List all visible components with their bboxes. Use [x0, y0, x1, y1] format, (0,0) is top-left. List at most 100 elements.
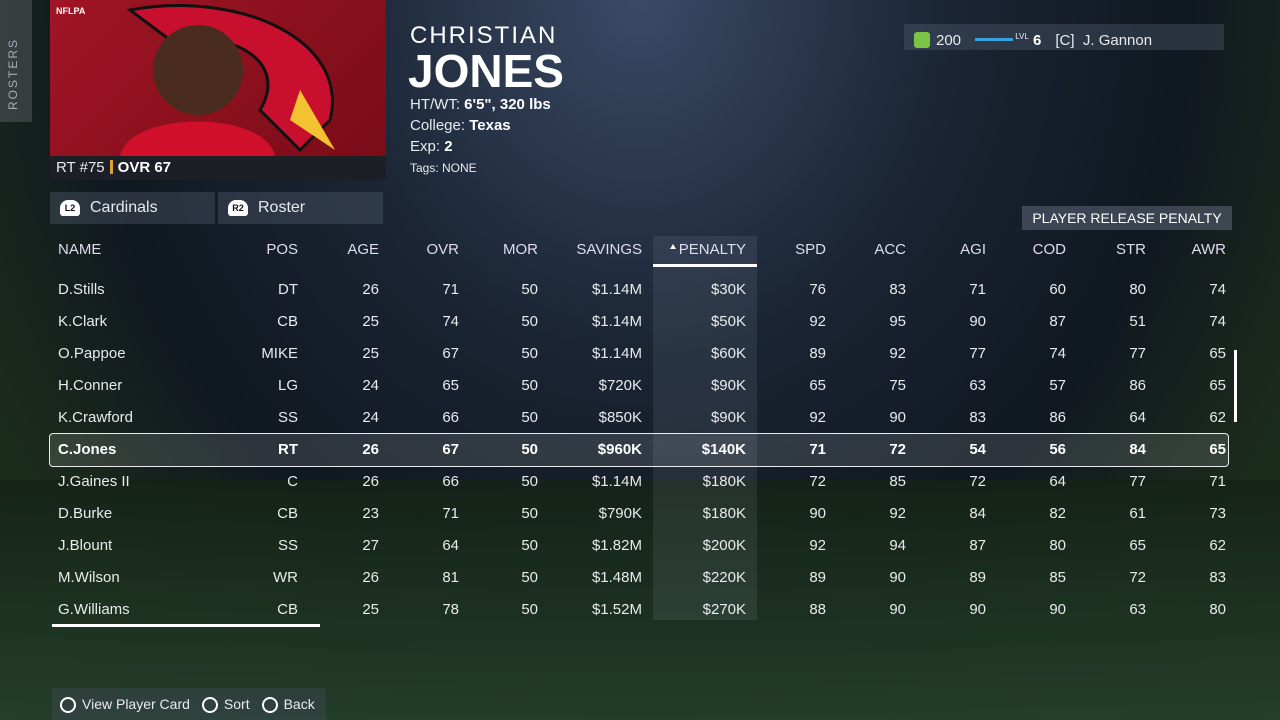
table-cell[interactable]: 54 — [969, 441, 986, 458]
table-cell[interactable]: 56 — [1049, 441, 1066, 458]
table-cell[interactable]: 74 — [442, 313, 459, 330]
footer-action[interactable]: View Player Card — [82, 696, 190, 712]
table-cell[interactable]: 94 — [889, 537, 906, 554]
column-header[interactable]: AWR — [1191, 241, 1226, 258]
table-cell[interactable]: 83 — [889, 281, 906, 298]
table-cell[interactable]: 71 — [1209, 473, 1226, 490]
table-cell[interactable]: 50 — [521, 313, 538, 330]
table-cell[interactable]: 26 — [362, 441, 379, 458]
table-cell[interactable]: $790K — [598, 505, 642, 522]
table-cell[interactable]: 65 — [809, 377, 826, 394]
table-cell[interactable]: 87 — [969, 537, 986, 554]
table-cell[interactable]: 64 — [1129, 409, 1146, 426]
table-cell[interactable]: 25 — [362, 313, 379, 330]
table-cell[interactable]: 61 — [1129, 505, 1146, 522]
column-header[interactable]: PENALTY — [669, 238, 746, 262]
table-cell[interactable]: $1.14M — [591, 281, 642, 298]
table-cell[interactable]: 86 — [1049, 409, 1066, 426]
table-cell[interactable]: 90 — [889, 409, 906, 426]
table-cell[interactable]: K.Crawford — [58, 409, 134, 426]
table-cell[interactable]: 90 — [809, 505, 826, 522]
table-cell[interactable]: 90 — [1049, 601, 1066, 618]
table-cell[interactable]: 77 — [969, 345, 986, 362]
table-cell[interactable]: 89 — [809, 345, 826, 362]
table-cell[interactable]: 50 — [521, 441, 538, 458]
table-cell[interactable]: 80 — [1049, 537, 1066, 554]
table-cell[interactable]: CB — [277, 313, 298, 330]
table-cell[interactable]: 71 — [442, 281, 459, 298]
table-cell[interactable]: G.Williams — [58, 601, 130, 618]
table-cell[interactable]: 90 — [969, 313, 986, 330]
table-cell[interactable]: $1.48M — [591, 569, 642, 586]
table-cell[interactable]: 90 — [889, 569, 906, 586]
table-cell[interactable]: 26 — [362, 281, 379, 298]
side-tab[interactable]: ROSTERS — [0, 0, 32, 122]
table-cell[interactable]: 83 — [969, 409, 986, 426]
table-cell[interactable]: DT — [278, 281, 298, 298]
tab[interactable]: L2 Cardinals — [50, 192, 215, 224]
column-header[interactable]: SPD — [795, 241, 826, 258]
table-cell[interactable]: 65 — [1209, 441, 1226, 458]
table-cell[interactable]: 63 — [1129, 601, 1146, 618]
table-cell[interactable]: C.Jones — [58, 441, 117, 458]
table-cell[interactable]: 92 — [809, 409, 826, 426]
column-header[interactable]: AGE — [347, 241, 379, 258]
column-header[interactable]: MOR — [503, 241, 538, 258]
table-cell[interactable]: K.Clark — [58, 313, 108, 330]
table-cell[interactable]: 65 — [1129, 537, 1146, 554]
table-cell[interactable]: 26 — [362, 569, 379, 586]
table-cell[interactable]: 77 — [1129, 345, 1146, 362]
table-cell[interactable]: 82 — [1049, 505, 1066, 522]
table-cell[interactable]: 50 — [521, 377, 538, 394]
column-header[interactable]: OVR — [426, 241, 459, 258]
table-cell[interactable]: $1.82M — [591, 537, 642, 554]
table-cell[interactable]: 89 — [809, 569, 826, 586]
table-cell[interactable]: 50 — [521, 409, 538, 426]
column-header[interactable]: ACC — [874, 241, 906, 258]
table-cell[interactable]: $140K — [701, 441, 746, 458]
table-cell[interactable]: 74 — [1209, 281, 1226, 298]
table-cell[interactable]: 76 — [809, 281, 826, 298]
table-cell[interactable]: LG — [277, 377, 298, 394]
table-cell[interactable]: 50 — [521, 569, 538, 586]
table-cell[interactable]: 84 — [1129, 441, 1146, 458]
table-cell[interactable]: WR — [273, 569, 298, 586]
table-cell[interactable]: $1.52M — [591, 601, 642, 618]
table-cell[interactable]: 90 — [889, 601, 906, 618]
table-cell[interactable]: 23 — [362, 505, 379, 522]
table-cell[interactable]: $180K — [702, 505, 746, 522]
table-cell[interactable]: 86 — [1129, 377, 1146, 394]
table-cell[interactable]: $220K — [702, 569, 746, 586]
table-cell[interactable]: 92 — [809, 313, 826, 330]
table-cell[interactable]: 60 — [1049, 281, 1066, 298]
table-cell[interactable]: CB — [277, 505, 298, 522]
table-cell[interactable]: $1.14M — [591, 473, 642, 490]
table-cell[interactable]: RT — [278, 441, 298, 458]
table-cell[interactable]: 66 — [442, 473, 459, 490]
table-cell[interactable]: $90K — [710, 409, 746, 426]
table-cell[interactable]: J.Gaines II — [58, 473, 130, 490]
table-cell[interactable]: 72 — [889, 441, 906, 458]
table-cell[interactable]: 26 — [362, 473, 379, 490]
table-cell[interactable]: 74 — [1049, 345, 1066, 362]
table-cell[interactable]: H.Conner — [58, 377, 123, 394]
table-cell[interactable]: 64 — [442, 537, 459, 554]
table-cell[interactable]: O.Pappoe — [58, 345, 126, 362]
table-cell[interactable]: 73 — [1209, 505, 1226, 522]
table-cell[interactable]: 95 — [889, 313, 906, 330]
footer-action[interactable]: Sort — [223, 696, 250, 712]
table-cell[interactable]: 64 — [1049, 473, 1066, 490]
table-cell[interactable]: SS — [277, 537, 298, 554]
table-cell[interactable]: 25 — [362, 345, 379, 362]
table-cell[interactable]: 72 — [969, 473, 986, 490]
table-cell[interactable]: 75 — [889, 377, 906, 394]
table-cell[interactable]: 62 — [1209, 409, 1226, 426]
table-cell[interactable]: 88 — [809, 601, 826, 618]
table-cell[interactable]: $1.14M — [591, 345, 642, 362]
table-cell[interactable]: $50K — [710, 313, 746, 330]
table-cell[interactable]: M.Wilson — [58, 569, 120, 586]
table-cell[interactable]: 50 — [521, 601, 538, 618]
table-cell[interactable]: 27 — [362, 537, 379, 554]
table-cell[interactable]: 67 — [442, 441, 459, 458]
table-cell[interactable]: $90K — [710, 377, 746, 394]
